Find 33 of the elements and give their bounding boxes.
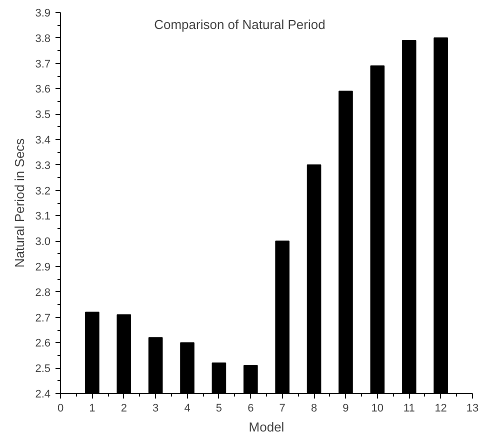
- x-tick-label: 0: [57, 402, 64, 414]
- y-tick-label: 2.9: [35, 262, 51, 274]
- y-tick-label: 3.0: [35, 236, 51, 248]
- x-tick-label: 13: [466, 402, 479, 414]
- x-tick-label: 2: [120, 402, 127, 414]
- chart-title: Comparison of Natural Period: [154, 17, 326, 32]
- y-tick-label: 2.4: [35, 388, 51, 400]
- y-tick-label: 3.2: [35, 185, 51, 198]
- y-tick-label: 3.4: [35, 134, 51, 146]
- x-tick-label: 11: [403, 402, 415, 414]
- x-axis-title: Model: [248, 420, 284, 434]
- y-tick-label: 3.9: [35, 8, 51, 20]
- x-tick-label: 9: [342, 402, 349, 414]
- y-tick-label: 3.7: [35, 58, 51, 70]
- x-tick-label: 6: [248, 402, 254, 414]
- y-tick-label: 3.1: [35, 210, 51, 223]
- x-tick-label: 1: [89, 402, 96, 414]
- x-tick-label: 5: [216, 402, 222, 414]
- y-axis-title: Natural Period in Secs: [12, 138, 28, 268]
- y-tick-label: 2.5: [35, 363, 51, 376]
- x-tick-label: 4: [184, 402, 190, 414]
- y-tick-label: 3.8: [35, 32, 51, 45]
- y-tick-label: 2.6: [35, 338, 51, 350]
- x-tick-label: 7: [279, 402, 286, 414]
- y-tick-label: 3.3: [35, 160, 51, 172]
- y-tick-label: 2.7: [35, 312, 51, 324]
- y-tick-label: 3.6: [35, 84, 51, 96]
- x-tick-label: 3: [152, 402, 159, 414]
- x-tick-label: 8: [310, 402, 318, 414]
- y-tick-label: 3.5: [35, 109, 51, 122]
- x-tick-label: 12: [434, 402, 447, 414]
- y-tick-label: 2.8: [35, 286, 51, 299]
- x-tick-label: 10: [371, 402, 384, 414]
